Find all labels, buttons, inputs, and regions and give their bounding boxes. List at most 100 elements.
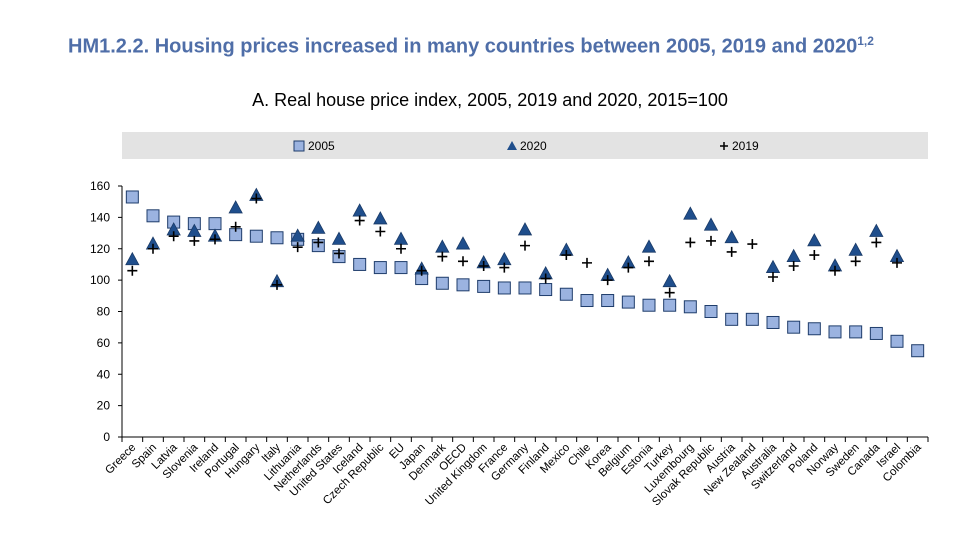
point-2019 (375, 226, 386, 237)
point-2019 (644, 256, 654, 267)
point-2019 (230, 221, 241, 232)
point-2020 (331, 231, 347, 245)
point-2020 (807, 233, 822, 247)
point-2019 (706, 235, 716, 246)
point-2005 (559, 287, 573, 301)
point-2019 (334, 248, 344, 259)
point-2019 (788, 261, 799, 272)
point-2019 (623, 262, 634, 273)
point-2005 (911, 344, 925, 358)
legend-label-2019: 2019 (732, 139, 759, 153)
point-2019 (809, 250, 820, 261)
point-2020 (228, 200, 243, 214)
point-2005 (621, 295, 635, 309)
point-2020 (393, 231, 409, 245)
point-2019 (561, 250, 572, 261)
chart-title: A. Real house price index, 2005, 2019 an… (252, 90, 728, 110)
point-2005 (642, 298, 656, 312)
point-2019 (437, 251, 448, 262)
point-2005 (373, 261, 387, 275)
legend-label-2020: 2020 (520, 139, 547, 153)
y-tick-label: 140 (90, 210, 110, 224)
point-2019 (664, 287, 675, 298)
legend-swatch-2019 (720, 142, 728, 150)
point-2005 (146, 209, 160, 223)
point-2005 (249, 229, 263, 243)
point-2005 (580, 294, 594, 308)
point-2019 (396, 243, 406, 254)
figure-title: HM1.2.2. Housing prices increased in man… (68, 34, 874, 59)
point-2019 (251, 193, 262, 204)
point-2019 (850, 256, 861, 267)
point-2020 (455, 236, 471, 250)
point-2019 (830, 265, 840, 276)
point-2005 (539, 283, 553, 297)
point-2020 (641, 239, 657, 253)
point-2020 (869, 223, 884, 237)
point-2020 (373, 211, 388, 225)
point-2005 (766, 315, 780, 329)
y-tick-label: 40 (97, 367, 111, 381)
point-2005 (787, 320, 801, 334)
y-tick-label: 20 (97, 399, 111, 413)
point-2005 (477, 279, 491, 293)
point-2019 (582, 257, 592, 268)
point-2019 (416, 265, 427, 276)
point-2005 (208, 217, 222, 231)
point-2019 (685, 237, 696, 248)
y-tick-label: 120 (90, 242, 110, 256)
point-2020 (311, 220, 326, 234)
point-2005 (353, 257, 367, 271)
legend-swatch-2005 (293, 140, 305, 152)
point-2020 (786, 248, 801, 262)
point-2019 (768, 271, 778, 282)
y-tick-label: 80 (97, 305, 111, 319)
point-2019 (189, 235, 200, 246)
point-2005 (394, 261, 408, 275)
point-2019 (892, 257, 902, 268)
point-2005 (435, 276, 449, 290)
point-2019 (210, 234, 220, 245)
point-2005 (869, 326, 883, 340)
point-2019 (747, 239, 758, 250)
point-2005 (683, 300, 697, 314)
point-2020 (765, 259, 781, 273)
y-tick-label: 0 (103, 430, 110, 444)
point-2005 (704, 305, 718, 318)
point-2020 (290, 228, 305, 242)
point-2020 (662, 273, 677, 288)
point-2019 (148, 243, 158, 254)
point-2019 (499, 262, 510, 273)
point-2019 (292, 242, 303, 253)
point-2005 (890, 334, 904, 348)
chart-marks (125, 187, 925, 358)
legend-label-2005: 2005 (308, 139, 335, 153)
point-2020 (848, 242, 863, 256)
point-2020 (683, 206, 698, 220)
point-2020 (703, 217, 719, 231)
point-2005 (497, 281, 511, 295)
point-2020 (352, 203, 367, 217)
point-2019 (272, 279, 282, 290)
point-2005 (849, 325, 863, 339)
point-2019 (354, 215, 365, 226)
legend-swatch-2020 (507, 141, 517, 150)
point-2019 (520, 240, 530, 251)
point-2020 (724, 229, 739, 244)
point-2005 (663, 298, 677, 312)
point-2005 (270, 231, 284, 245)
point-2005 (125, 190, 139, 204)
point-2019 (726, 246, 737, 257)
point-2020 (125, 251, 140, 266)
y-tick-label: 160 (90, 179, 110, 193)
point-2019 (168, 231, 179, 242)
point-2019 (458, 256, 468, 267)
point-2019 (602, 275, 613, 286)
point-2005 (601, 294, 615, 308)
figure-title-superscript: 1,2 (857, 34, 874, 48)
point-2019 (127, 265, 138, 276)
point-2020 (435, 239, 450, 253)
y-tick-label: 60 (97, 336, 111, 350)
legend: 2005 2020 2019 (293, 139, 759, 153)
